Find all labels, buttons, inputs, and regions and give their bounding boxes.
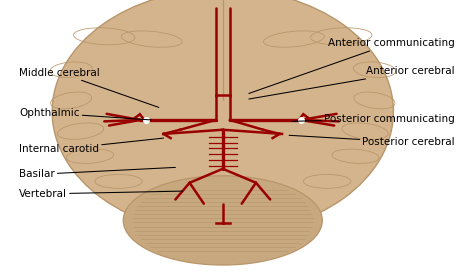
Ellipse shape [52, 0, 393, 234]
Text: Anterior communicating: Anterior communicating [249, 38, 455, 93]
Text: Vertebral: Vertebral [19, 189, 182, 199]
Text: Internal carotid: Internal carotid [19, 138, 164, 154]
Ellipse shape [123, 176, 322, 265]
Text: Posterior cerebral: Posterior cerebral [289, 135, 455, 147]
Text: Basilar: Basilar [19, 167, 175, 179]
Text: Ophthalmic: Ophthalmic [19, 108, 152, 120]
Text: Posterior communicating: Posterior communicating [292, 114, 455, 124]
Text: Anterior cerebral: Anterior cerebral [249, 66, 455, 99]
Text: Middle cerebral: Middle cerebral [19, 68, 159, 107]
